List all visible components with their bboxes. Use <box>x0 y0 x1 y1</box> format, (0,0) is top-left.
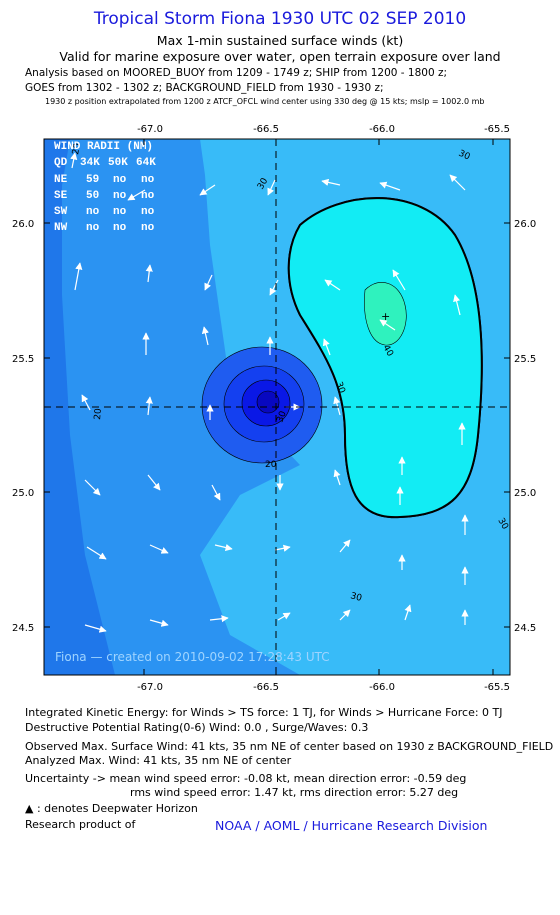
map-title: Tropical Storm Fiona 1930 UTC 02 SEP 201… <box>93 9 467 29</box>
wind-radii-se-34k: 50 <box>86 190 99 202</box>
lat-tick-right-1: 26.0 <box>514 219 536 230</box>
lat-tick-left-3: 25.0 <box>12 488 34 499</box>
wind-radii-se-label: SE <box>54 190 68 202</box>
contour-label-20-west: 20 <box>93 408 104 421</box>
center-low-wind-core <box>201 346 323 464</box>
wind-contour-40kt <box>364 282 407 346</box>
dpr-line: Destructive Potential Rating(0-6) Wind: … <box>25 721 369 734</box>
wind-radii-ne-50k: no <box>113 174 127 186</box>
contour-label-30-center: 30 <box>333 381 346 395</box>
wind-radii-nw-50k: no <box>113 222 127 234</box>
wind-radii-se-50k: no <box>113 190 127 202</box>
contour-label-core: 30 <box>275 410 288 424</box>
noaa-link[interactable]: NOAA / AOML / Hurricane Research Divisio… <box>215 818 488 833</box>
wind-radii-table: WIND RADII (NM) QD 34K 50K 64K NE 59 no … <box>54 141 156 234</box>
wind-radii-sw-64k: no <box>141 206 155 218</box>
map-credit: Fiona — created on 2010-09-02 17:28:43 U… <box>55 650 330 664</box>
wind-radii-ne-34k: 59 <box>86 174 99 186</box>
wind-radii-nw-label: NW <box>54 222 68 234</box>
lon-tick-top-1: -67.0 <box>137 124 163 135</box>
analysis-sources-line1: Analysis based on MOORED_BUOY from 1209 … <box>25 67 448 79</box>
wind-contour-35kt-line <box>287 197 483 519</box>
wind-radii-ne-64k: no <box>141 174 155 186</box>
wind-radii-sw-label: SW <box>54 206 68 218</box>
deepwater-legend-text: : denotes Deepwater Horizon <box>36 802 198 815</box>
wind-radii-sw-34k: no <box>86 206 100 218</box>
lat-tick-right-2: 25.5 <box>514 354 536 365</box>
contour-label-20-nw: 20 <box>71 142 83 155</box>
ike-line: Integrated Kinetic Energy: for Winds > T… <box>25 706 503 719</box>
wind-radii-ne-label: NE <box>54 174 68 186</box>
contour-label-30-south: 30 <box>349 591 363 604</box>
uncertainty-line2: rms wind speed error: 1.47 kt, rms direc… <box>130 786 459 799</box>
subtitle-exposure: Valid for marine exposure over water, op… <box>59 49 501 64</box>
wind-radii-nw-34k: no <box>86 222 100 234</box>
wind-radii-se-64k: no <box>141 190 155 202</box>
analyzed-max-line: Analyzed Max. Wind: 41 kts, 35 nm NE of … <box>25 754 292 767</box>
lon-tick-bottom-4: -65.5 <box>484 682 510 690</box>
contour-label-20-center: 20 <box>265 460 277 470</box>
wind-field-map: 20 20 20 30 30 30 30 30 40 30 + WIND RAD… <box>12 124 536 690</box>
lat-tick-left-2: 25.5 <box>12 354 34 365</box>
lon-tick-top-3: -66.0 <box>369 124 395 135</box>
uncertainty-line1: Uncertainty -> mean wind speed error: -0… <box>25 772 467 785</box>
lon-tick-top-4: -65.5 <box>484 124 510 135</box>
research-label: Research product of <box>25 818 136 831</box>
lat-tick-left-1: 26.0 <box>12 219 34 230</box>
position-note: 1930 z position extrapolated from 1200 z… <box>45 97 485 106</box>
wind-radii-header-64k: 64K <box>136 157 156 169</box>
wind-radii-header-34k: 34K <box>80 157 100 169</box>
observed-max-line: Observed Max. Surface Wind: 41 kts, 35 n… <box>25 740 554 753</box>
wind-radii-header-50k: 50K <box>108 157 128 169</box>
lon-tick-top-2: -66.5 <box>253 124 279 135</box>
deepwater-horizon-icon: ▲ <box>25 802 34 815</box>
lat-tick-right-3: 25.0 <box>514 488 536 499</box>
wind-radii-nw-64k: no <box>141 222 155 234</box>
max-wind-marker: + <box>381 310 390 323</box>
wind-radii-sw-50k: no <box>113 206 127 218</box>
wind-radii-header-qd: QD <box>54 157 68 169</box>
wind-contour-35kt-fill <box>288 198 482 518</box>
wind-vectors <box>70 152 469 633</box>
lat-tick-left-4: 24.5 <box>12 623 34 634</box>
plot-frame <box>43 138 511 676</box>
lon-tick-bottom-3: -66.0 <box>369 682 395 690</box>
axis-ticks <box>44 139 510 675</box>
subtitle-wind-type: Max 1-min sustained surface winds (kt) <box>156 33 404 48</box>
analysis-sources-line2: GOES from 1302 - 1302 z; BACKGROUND_FIEL… <box>25 82 384 94</box>
lat-tick-right-4: 24.5 <box>514 623 536 634</box>
contour-label-30-ne: 30 <box>457 149 472 163</box>
deepwater-legend: ▲ : denotes Deepwater Horizon <box>25 802 198 815</box>
lon-tick-bottom-2: -66.5 <box>253 682 279 690</box>
wind-radii-title: WIND RADII (NM) <box>54 141 153 153</box>
lon-tick-bottom-1: -67.0 <box>137 682 163 690</box>
